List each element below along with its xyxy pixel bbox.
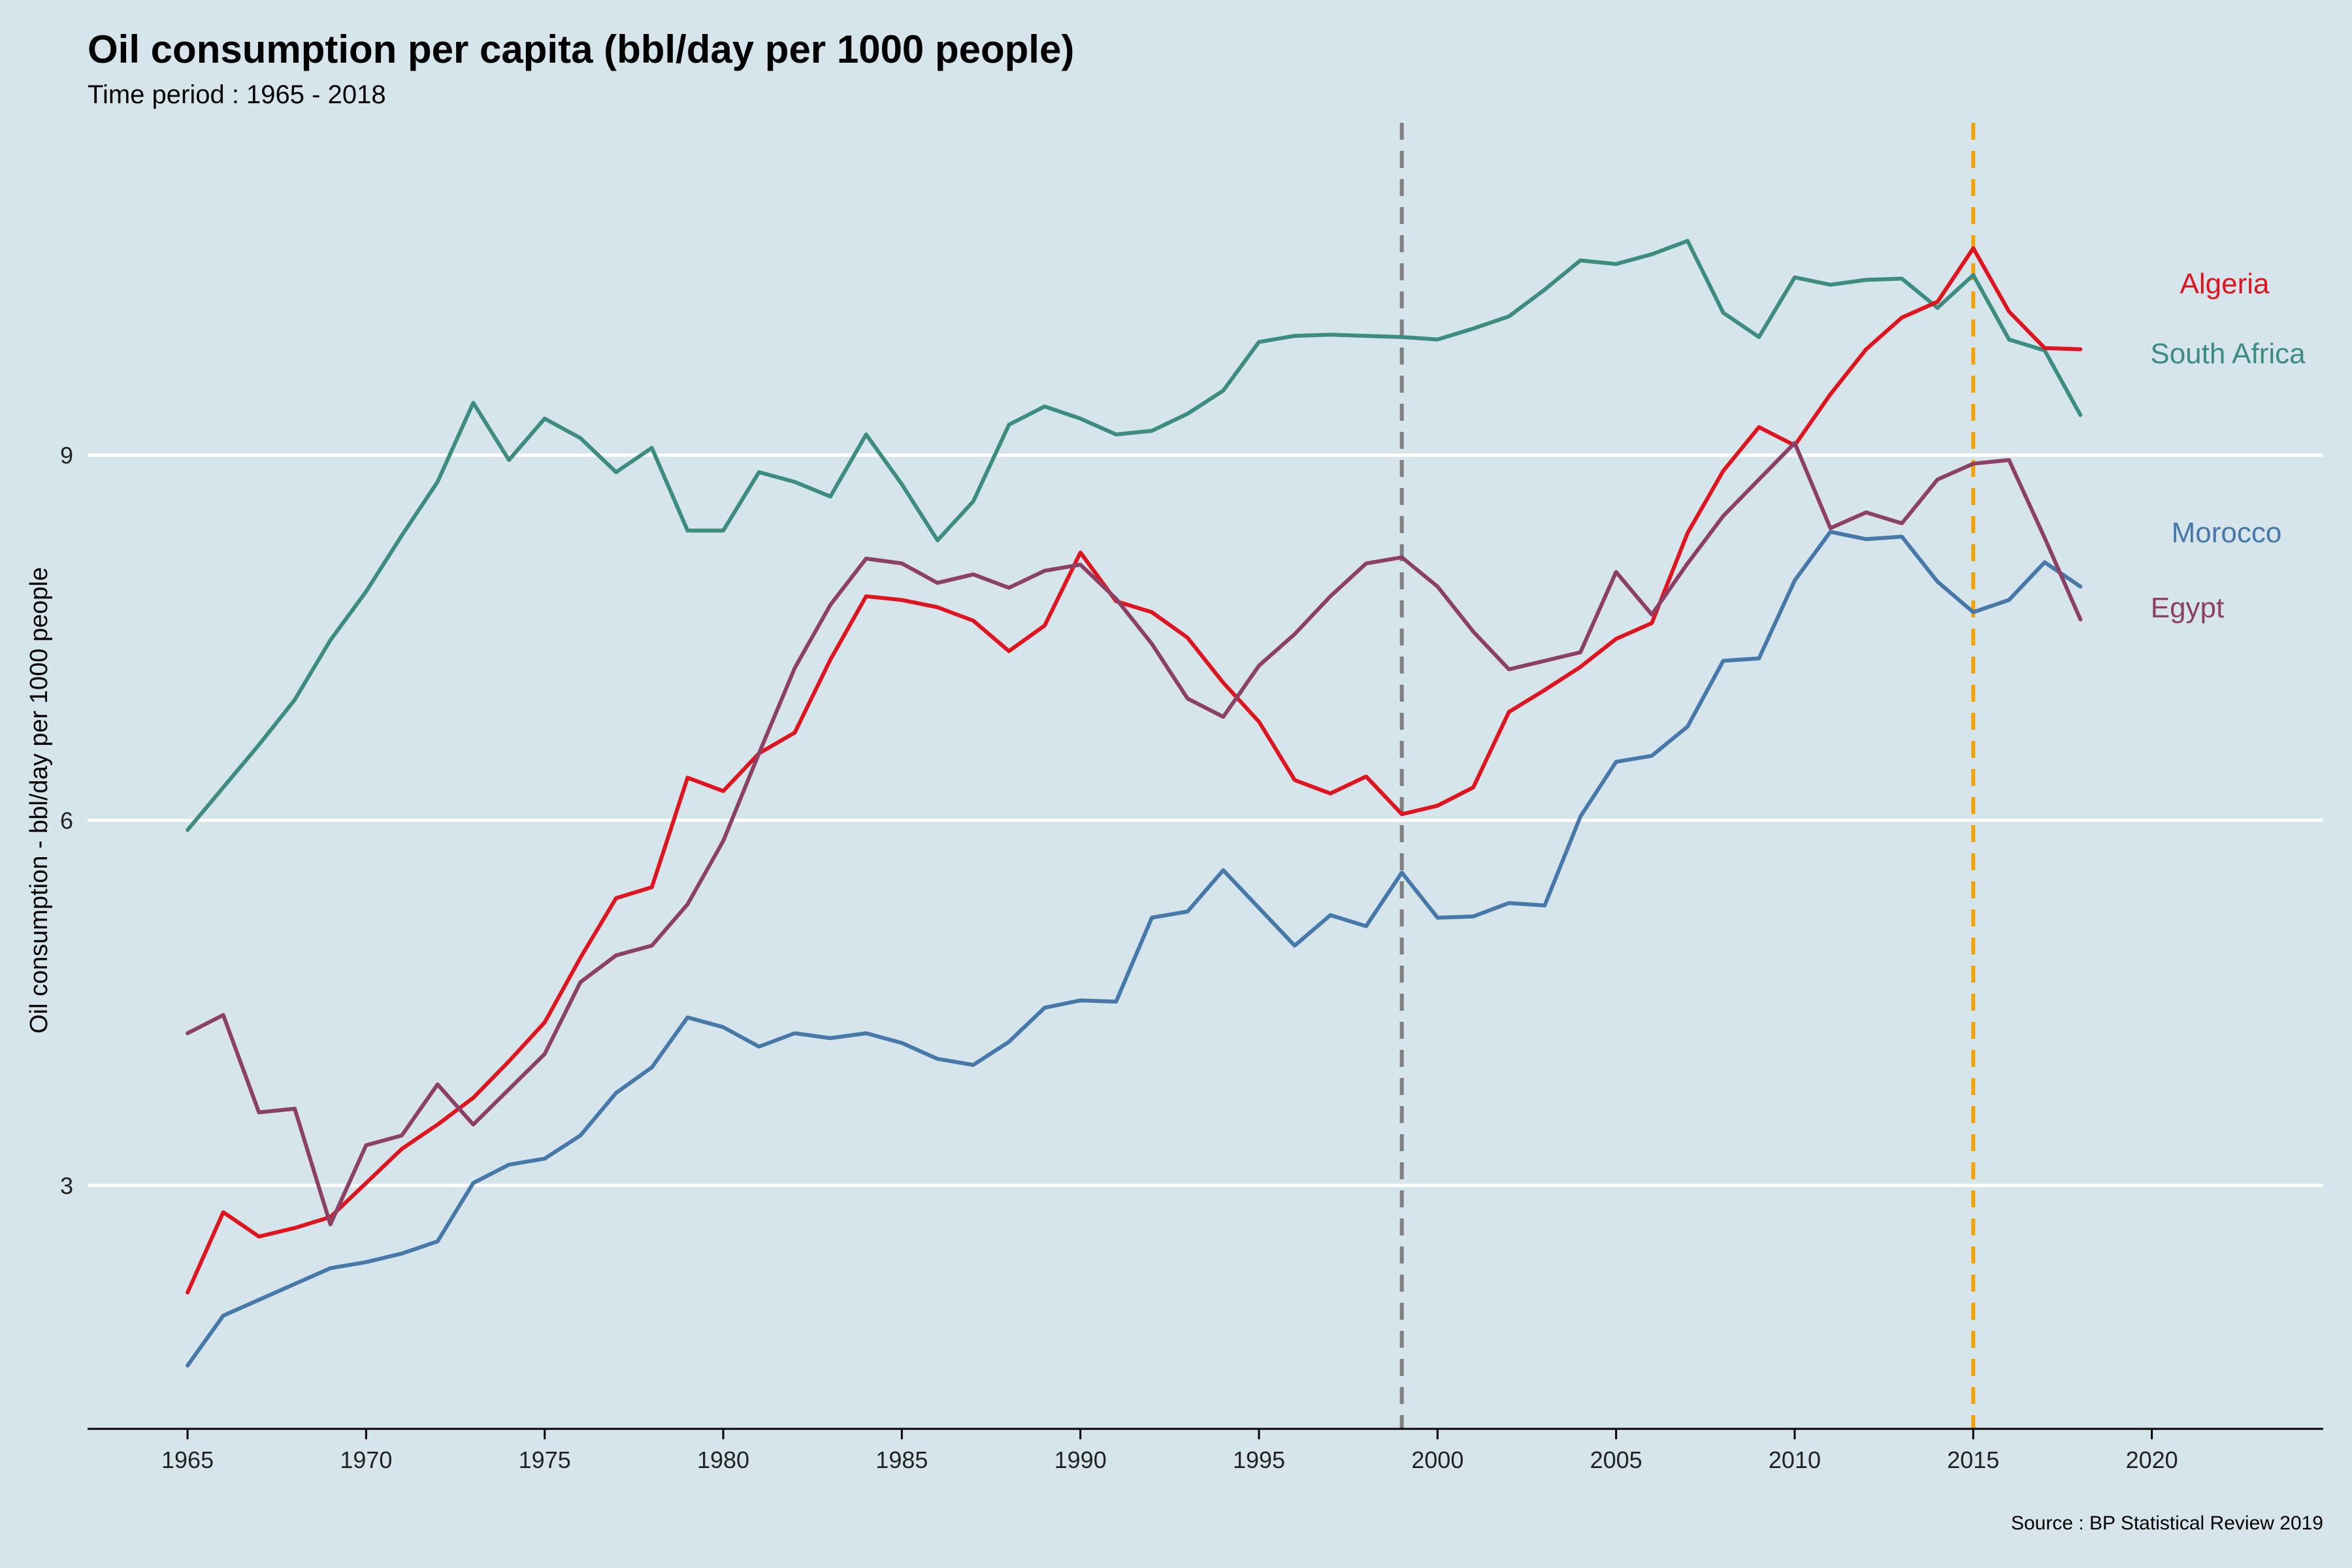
- chart-subtitle: Time period : 1965 - 2018: [88, 80, 386, 109]
- x-axis-ticks: 1965 1970 1975 1980 1985 1990 1995 2000 2005 2010…: [161, 1429, 2178, 1473]
- x-tick-label-2010: 2010: [1769, 1446, 1821, 1473]
- chart-title: Oil consumption per capita (bbl/day per …: [88, 27, 1074, 71]
- x-tick-label-1985: 1985: [875, 1446, 928, 1473]
- series-label-egypt: Egypt: [2151, 592, 2225, 624]
- y-tick-label-6: 6: [60, 808, 73, 834]
- x-tick-label-2015: 2015: [1947, 1446, 1999, 1473]
- y-axis-label: Oil consumption - bbl/day per 1000 peopl…: [25, 567, 53, 1034]
- x-tick-label-1965: 1965: [161, 1446, 214, 1473]
- source-caption: Source : BP Statistical Review 2019: [2011, 1512, 2323, 1534]
- series-direct-labels: Algeria South Africa Morocco Egypt: [2150, 268, 2306, 624]
- y-axis-ticks: 3 6 9: [60, 442, 73, 1200]
- series-label-south-africa: South Africa: [2150, 338, 2306, 370]
- series-lines: [186, 238, 2083, 1368]
- series-label-algeria: Algeria: [2180, 268, 2270, 300]
- x-tick-label-1995: 1995: [1233, 1446, 1285, 1473]
- x-tick-label-2005: 2005: [1590, 1446, 1642, 1473]
- x-tick-label-1980: 1980: [697, 1446, 749, 1473]
- x-tick-label-2000: 2000: [1411, 1446, 1463, 1473]
- series-label-morocco: Morocco: [2172, 517, 2282, 549]
- series-line-egypt: [186, 441, 2083, 1226]
- reference-lines: [1399, 123, 1976, 1429]
- y-tick-label-3: 3: [60, 1172, 73, 1199]
- x-tick-label-1975: 1975: [519, 1446, 571, 1473]
- series-line-south-africa: [186, 238, 2083, 832]
- x-tick-label-1970: 1970: [340, 1446, 392, 1473]
- x-tick-label-2020: 2020: [2126, 1446, 2178, 1473]
- y-tick-label-9: 9: [60, 442, 73, 469]
- series-line-morocco: [186, 530, 2083, 1368]
- series-line-algeria: [186, 246, 2083, 1295]
- x-tick-label-1990: 1990: [1054, 1446, 1107, 1473]
- gridlines: [88, 453, 2323, 1187]
